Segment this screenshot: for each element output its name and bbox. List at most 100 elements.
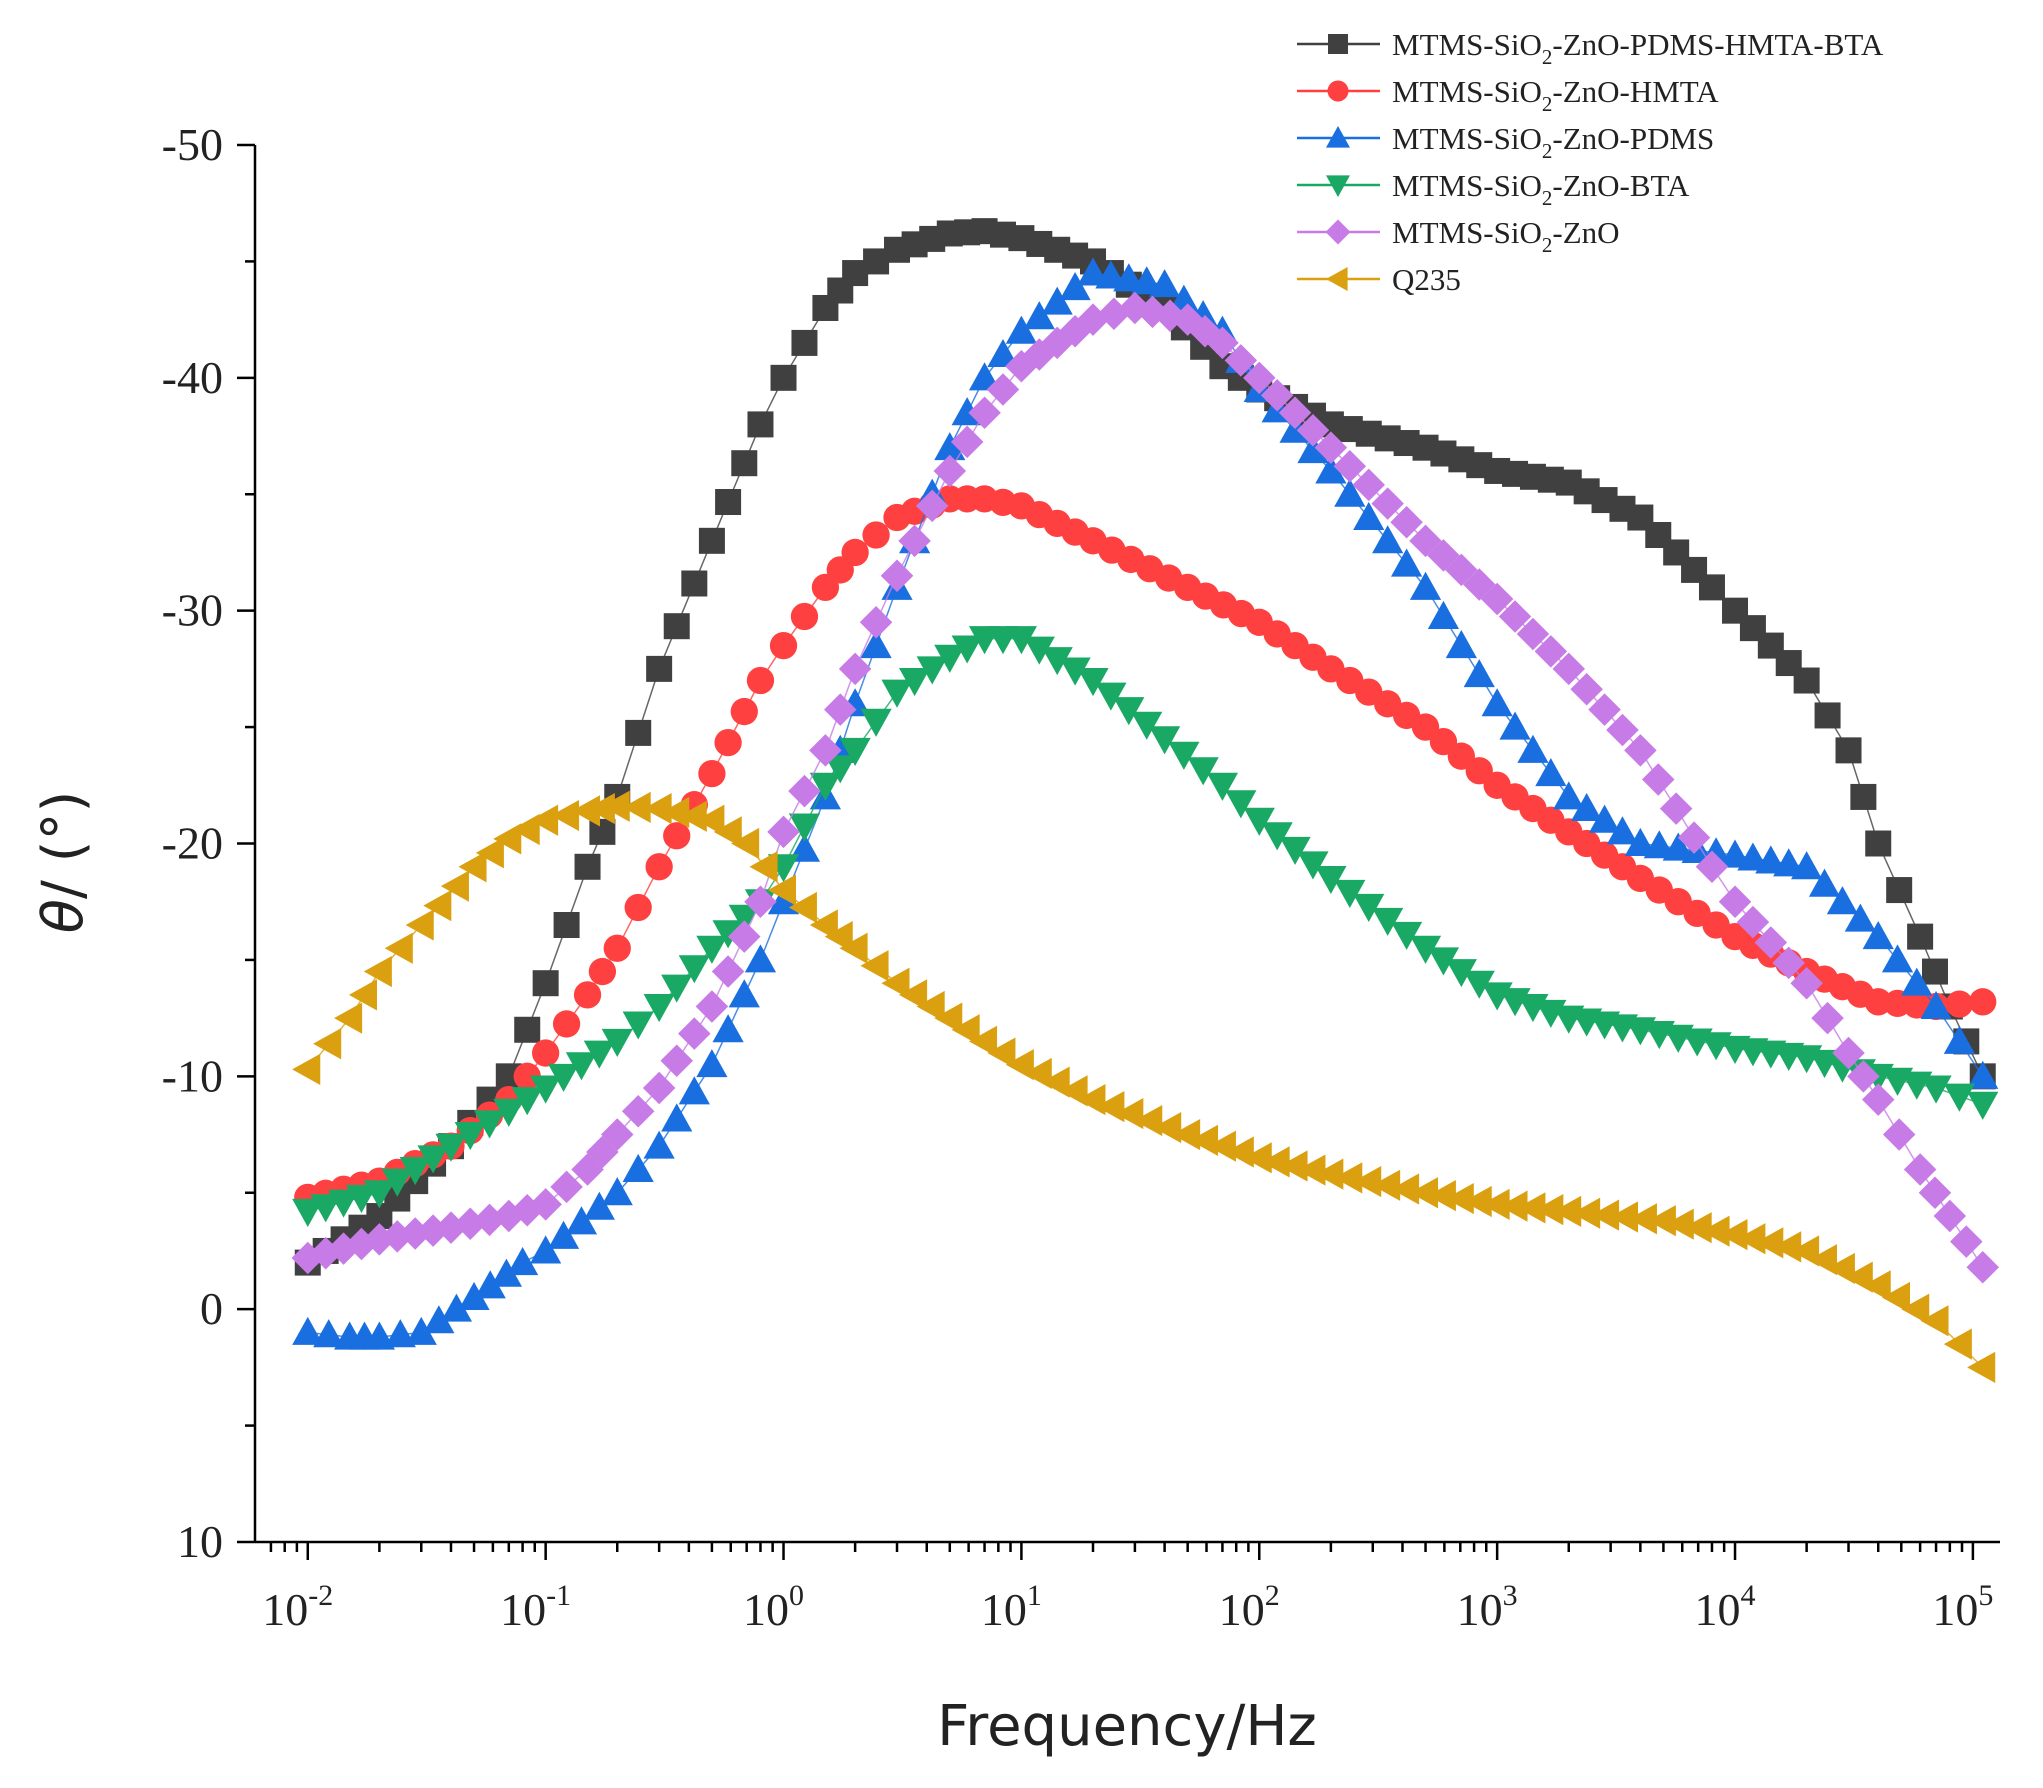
data-point	[1243, 361, 1276, 395]
data-point	[860, 950, 889, 982]
data-point	[1553, 781, 1585, 810]
series-line	[307, 230, 1984, 1264]
data-point	[1297, 851, 1329, 880]
data-point	[292, 1053, 321, 1085]
data-point	[493, 823, 522, 855]
legend-item: MTMS-SiO2-ZnO-PDMS-HMTA-BTA	[1297, 27, 1884, 69]
legend-marker	[1326, 175, 1350, 197]
data-point	[573, 981, 602, 1009]
data-point	[1481, 688, 1513, 717]
data-point	[862, 521, 890, 549]
y-axis-title: θ/ (°)	[31, 791, 96, 934]
data-point	[1861, 1083, 1895, 1116]
data-point	[660, 1044, 693, 1078]
data-point	[1907, 923, 1934, 950]
data-point	[1445, 629, 1477, 659]
data-point	[423, 889, 452, 922]
data-point	[1498, 600, 1532, 633]
data-point	[698, 527, 725, 554]
data-point	[1920, 1075, 1952, 1104]
data-point	[1168, 741, 1200, 770]
data-point	[1315, 455, 1347, 484]
data-point	[1372, 907, 1404, 936]
x-tick-label: 10-2	[262, 1579, 333, 1635]
data-point	[1409, 935, 1442, 964]
data-point	[730, 697, 758, 726]
data-point	[313, 1028, 342, 1060]
legend-item: Q235	[1297, 262, 1461, 297]
data-point	[454, 1122, 486, 1151]
y-tick-label: -40	[162, 352, 223, 403]
data-point	[1041, 647, 1073, 676]
data-point	[1279, 1150, 1308, 1182]
data-point	[550, 1170, 583, 1204]
data-point	[643, 994, 675, 1023]
data-point	[695, 990, 729, 1023]
data-point	[788, 774, 821, 808]
y-tick-label: 0	[200, 1283, 223, 1334]
data-point	[715, 489, 742, 516]
series-4	[292, 626, 1999, 1227]
data-point	[345, 1184, 378, 1214]
data-point	[809, 772, 842, 801]
data-point	[1736, 905, 1770, 939]
data-point	[838, 652, 872, 686]
data-point	[310, 1194, 342, 1223]
data-point	[934, 1002, 963, 1034]
data-point	[458, 851, 487, 883]
data-point	[880, 559, 914, 592]
data-point	[586, 792, 615, 825]
data-point	[1260, 379, 1294, 412]
data-point	[1695, 850, 1729, 884]
data-point	[1334, 879, 1366, 908]
data-point	[749, 851, 778, 883]
data-point	[1624, 827, 1656, 856]
data-point	[698, 760, 726, 788]
data-point	[1334, 1162, 1363, 1194]
data-point	[1571, 792, 1603, 822]
data-point	[1225, 1136, 1254, 1168]
data-point	[1865, 830, 1892, 857]
data-point	[583, 1191, 615, 1220]
data-point	[1835, 737, 1862, 764]
data-point	[1224, 344, 1258, 377]
data-point	[934, 644, 966, 673]
data-point	[603, 934, 631, 962]
data-point	[642, 1071, 676, 1105]
data-point	[1677, 821, 1711, 854]
data-point	[1499, 1190, 1528, 1222]
data-point	[1187, 757, 1219, 786]
data-point	[601, 1028, 633, 1058]
data-point	[1149, 726, 1181, 755]
data-point	[1967, 1060, 1999, 1089]
data-point	[788, 813, 821, 842]
x-ticks: 10-2 10-1 100 101 102 103 104 105	[262, 1542, 1993, 1635]
data-point	[1499, 711, 1531, 740]
data-point	[1826, 886, 1859, 915]
data-point	[645, 853, 673, 881]
data-point	[1552, 652, 1586, 686]
data-point	[681, 570, 708, 597]
data-point	[1588, 804, 1621, 833]
data-point	[1516, 617, 1550, 651]
data-point	[474, 1270, 506, 1299]
data-point	[493, 1098, 525, 1127]
data-point	[1041, 286, 1073, 315]
data-point	[1701, 1215, 1730, 1247]
data-point	[1754, 926, 1788, 959]
data-point	[1901, 967, 1933, 996]
data-point	[552, 1010, 581, 1038]
data-point	[1791, 851, 1823, 880]
data-point	[712, 920, 744, 949]
data-point	[933, 454, 967, 488]
data-point	[1755, 845, 1787, 874]
data-point	[841, 538, 869, 567]
data-point	[435, 1133, 467, 1162]
series-2	[294, 485, 1997, 1212]
data-point	[747, 411, 774, 438]
legend-marker	[1326, 126, 1350, 148]
data-point	[714, 728, 742, 757]
data-point	[1737, 842, 1769, 871]
data-point	[553, 911, 580, 938]
